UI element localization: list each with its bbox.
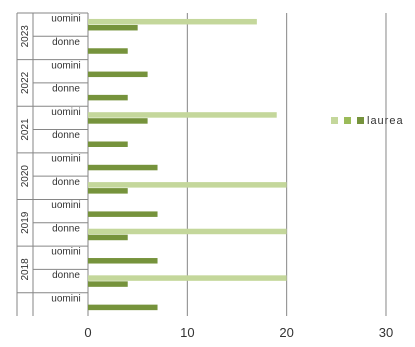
bar-series2-row2: [88, 71, 148, 78]
x-tick-label-10: 10: [180, 325, 194, 340]
bar-series2-row10: [88, 258, 158, 264]
bar-series1-row9: [88, 228, 287, 235]
category-label-uomini: uomini: [51, 247, 80, 258]
bar-series1-row11: [88, 275, 287, 281]
bar-series2-row12: [88, 304, 158, 311]
category-label-uomini: uomini: [51, 293, 80, 304]
tick-label-layer: 0 10 20 30: [84, 325, 393, 340]
bar-series2-row6: [88, 164, 158, 171]
legend: laurea: [331, 115, 404, 127]
x-tick-label-30: 30: [379, 325, 393, 340]
axis-layer: [16, 12, 89, 316]
bar-series2-row11: [88, 281, 128, 287]
category-label-uomini: uomini: [51, 107, 80, 118]
year-label-2020: 2020: [20, 165, 31, 188]
bar-series2-row7: [88, 188, 128, 194]
bar-series2-row5: [88, 141, 128, 147]
legend-swatch-2: [344, 117, 351, 124]
legend-label: laurea: [367, 115, 404, 127]
category-label-donne: donne: [52, 177, 80, 188]
category-label-layer: uomini donne 2023 uomini donne 2022 uomini donn…: [20, 14, 81, 305]
category-label-uomini: uomini: [51, 154, 80, 165]
year-label-2021: 2021: [20, 118, 31, 141]
bar-series1-row0: [88, 18, 257, 25]
x-tick-label-0: 0: [84, 325, 91, 340]
bar-series1-row4: [88, 112, 277, 118]
legend-swatch-1: [331, 117, 338, 124]
bar-series1-row7: [88, 182, 287, 188]
category-label-uomini: uomini: [51, 200, 80, 211]
category-label-donne: donne: [52, 37, 80, 48]
category-label-uomini: uomini: [51, 14, 80, 25]
year-label-2022: 2022: [20, 71, 31, 94]
x-tick-label-20: 20: [279, 325, 293, 340]
legend-swatch-3: [357, 117, 364, 124]
year-label-2023: 2023: [20, 25, 31, 48]
category-label-uomini: uomini: [51, 60, 80, 71]
category-label-donne: donne: [52, 84, 80, 95]
category-label-donne: donne: [52, 223, 80, 234]
bar-series2-row9: [88, 234, 128, 241]
bar-series2-row0: [88, 24, 138, 31]
bar-series2-row4: [88, 118, 148, 124]
bar-layer: [88, 18, 287, 311]
year-label-2019: 2019: [20, 211, 31, 234]
bar-series2-row1: [88, 48, 128, 54]
year-label-2018: 2018: [20, 258, 31, 281]
category-label-donne: donne: [52, 270, 80, 281]
bar-series2-row8: [88, 211, 158, 217]
bar-series2-row3: [88, 94, 128, 101]
grid-layer: [186, 13, 387, 316]
category-label-donne: donne: [52, 130, 80, 141]
